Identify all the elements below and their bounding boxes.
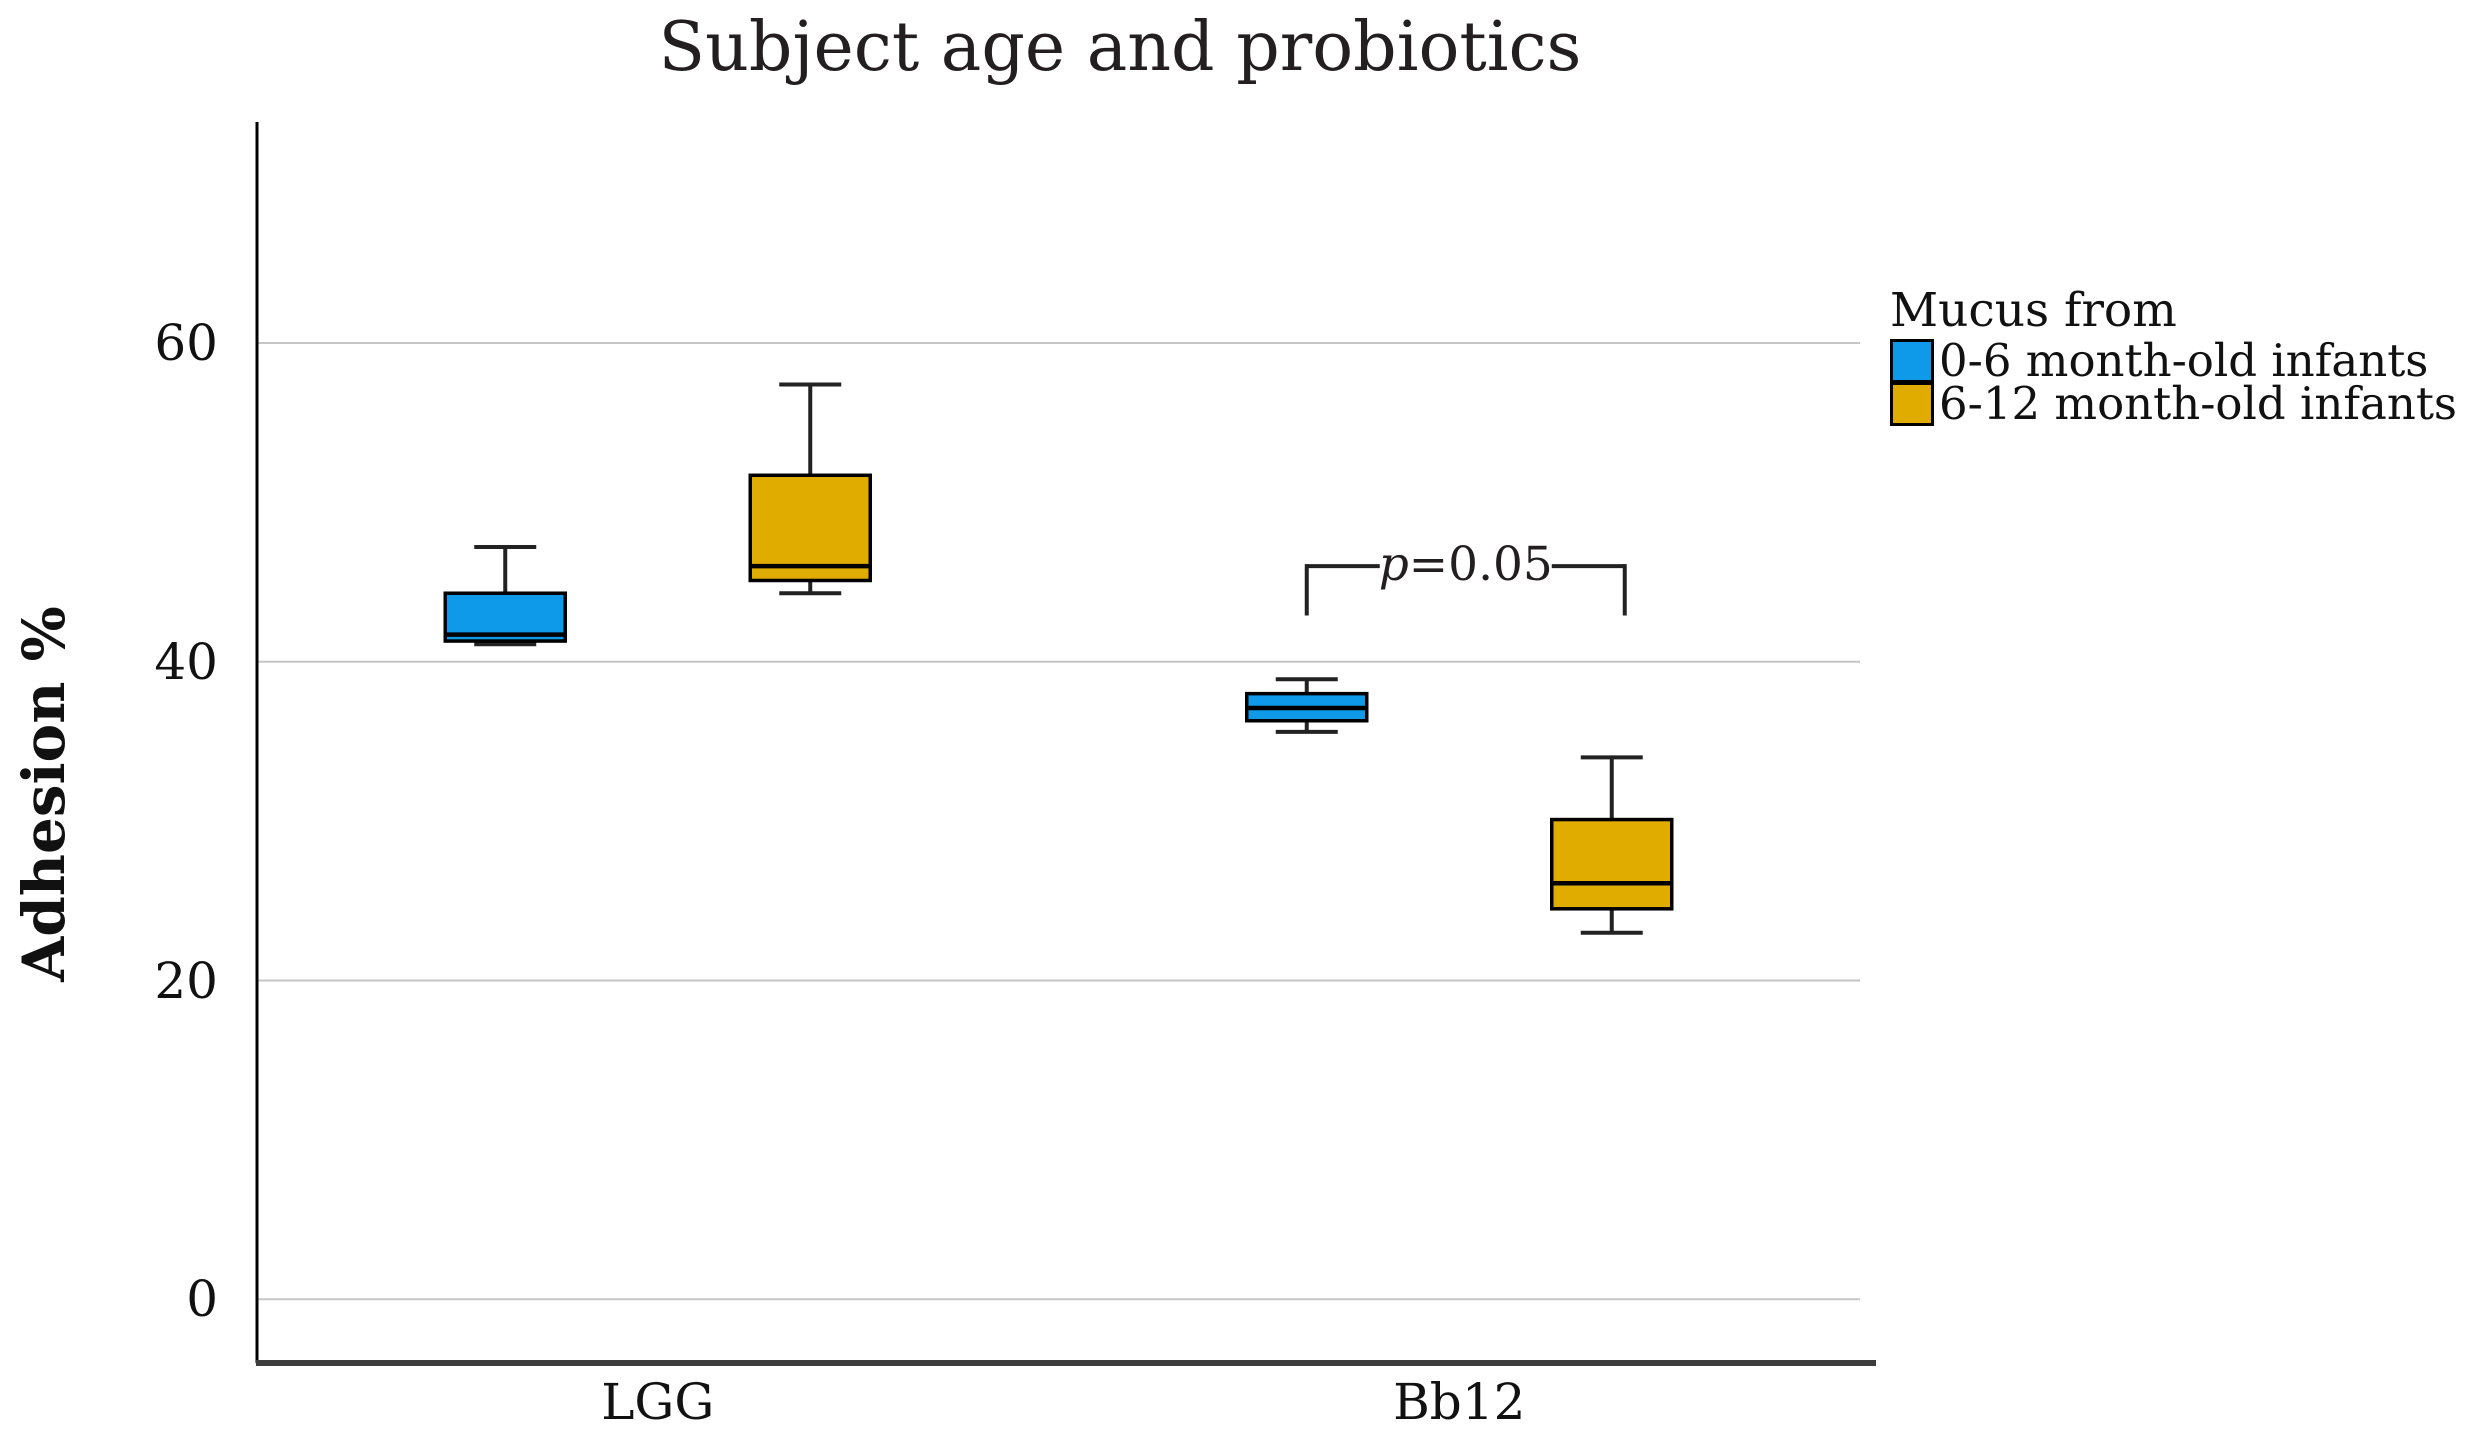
x-category-label-lgg: LGG	[601, 1373, 715, 1431]
legend-label-6-12: 6-12 month-old infants	[1939, 377, 2458, 430]
y-tick-label-40: 40	[154, 632, 218, 691]
x-category-label-bb12: Bb12	[1393, 1373, 1526, 1431]
p-value-annotation: p=0.05	[1379, 537, 1553, 592]
legend-entry-6-12: 6-12 month-old infants	[1890, 377, 2458, 430]
legend-label-0-6: 0-6 month-old infants	[1939, 334, 2429, 387]
legend-swatch-blue	[1890, 338, 1934, 383]
box-lgg-6-12	[748, 473, 872, 583]
y-tick-label-20: 20	[154, 951, 218, 1010]
legend-title: Mucus from	[1890, 283, 2177, 338]
legend-entry-0-6: 0-6 month-old infants	[1890, 334, 2457, 387]
chart-title: Subject age and probiotics	[658, 8, 1582, 87]
box-bb12-6-12	[1550, 817, 1674, 911]
y-tick-label-0: 0	[186, 1270, 218, 1329]
legend: Mucus from 0-6 month-old infants 6-12 mo…	[1890, 283, 2458, 430]
y-tick-label-60: 60	[154, 314, 218, 372]
legend-swatch-gold	[1890, 381, 1934, 426]
